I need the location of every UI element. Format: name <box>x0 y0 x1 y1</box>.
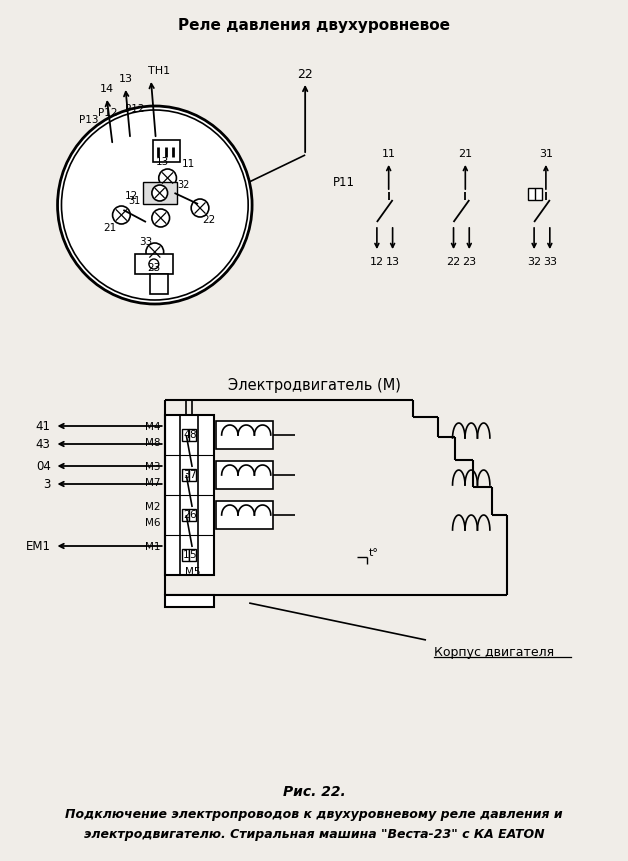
Circle shape <box>152 185 168 201</box>
Text: 32: 32 <box>177 180 190 190</box>
Bar <box>182 549 189 561</box>
Text: 22: 22 <box>447 257 461 267</box>
Text: электродвигателю. Стиральная машина "Веста-23" с КА EATON: электродвигателю. Стиральная машина "Вес… <box>84 828 544 841</box>
Text: 2: 2 <box>183 510 190 520</box>
Bar <box>143 182 178 204</box>
Text: Электродвигатель (М): Электродвигатель (М) <box>227 378 401 393</box>
Circle shape <box>149 259 159 269</box>
Circle shape <box>191 199 209 217</box>
Text: M6: M6 <box>145 518 161 528</box>
Text: 21: 21 <box>103 223 116 233</box>
Bar <box>182 509 189 521</box>
Text: 7: 7 <box>189 470 195 480</box>
Circle shape <box>58 106 252 304</box>
Text: 23: 23 <box>147 263 161 273</box>
Text: M4: M4 <box>145 422 161 432</box>
Text: 12: 12 <box>124 191 138 201</box>
Bar <box>153 140 180 162</box>
Circle shape <box>112 206 130 224</box>
Bar <box>189 509 196 521</box>
Text: 12: 12 <box>370 257 384 267</box>
Text: 31: 31 <box>128 196 140 206</box>
Text: 4: 4 <box>183 430 190 440</box>
Text: Реле давления двухуровневое: Реле давления двухуровневое <box>178 18 450 33</box>
Text: 5: 5 <box>189 550 195 560</box>
Text: M5: M5 <box>185 567 201 577</box>
Text: 23: 23 <box>462 257 476 267</box>
Text: M8: M8 <box>145 438 161 448</box>
Text: 13: 13 <box>386 257 399 267</box>
Bar <box>182 469 189 481</box>
Text: 6: 6 <box>189 510 195 520</box>
Text: P13: P13 <box>79 115 99 125</box>
Text: 21: 21 <box>458 149 472 159</box>
Text: Корпус двигателя: Корпус двигателя <box>434 646 554 659</box>
Text: 1: 1 <box>183 550 190 560</box>
Circle shape <box>146 243 164 261</box>
Text: 11: 11 <box>181 159 195 169</box>
Text: M7: M7 <box>145 478 161 488</box>
Text: 22: 22 <box>202 215 215 225</box>
Text: 04: 04 <box>36 460 51 473</box>
Text: M1: M1 <box>145 542 161 552</box>
Text: 22: 22 <box>297 67 313 80</box>
Bar <box>189 469 196 481</box>
Text: 3: 3 <box>43 478 51 491</box>
Bar <box>189 429 196 441</box>
Bar <box>150 274 168 294</box>
Text: P12: P12 <box>98 108 117 118</box>
Text: t°: t° <box>369 548 379 558</box>
Text: EM1: EM1 <box>26 540 51 553</box>
Text: P11: P11 <box>333 177 355 189</box>
Bar <box>528 188 542 200</box>
Bar <box>165 595 214 607</box>
Bar <box>189 549 196 561</box>
Text: 13: 13 <box>156 157 170 167</box>
Text: 8: 8 <box>189 430 195 440</box>
Text: M3: M3 <box>145 462 161 472</box>
Bar <box>216 421 273 449</box>
Bar <box>216 461 273 489</box>
Text: 11: 11 <box>382 149 396 159</box>
Bar <box>216 501 273 529</box>
Circle shape <box>159 169 176 187</box>
Text: 31: 31 <box>539 149 553 159</box>
Circle shape <box>152 209 170 227</box>
Text: 32: 32 <box>527 257 541 267</box>
Text: 13: 13 <box>118 74 133 84</box>
Text: 43: 43 <box>36 437 51 450</box>
Text: 33: 33 <box>543 257 557 267</box>
Text: 41: 41 <box>36 419 51 432</box>
Bar <box>135 254 173 274</box>
Bar <box>182 429 189 441</box>
Text: TH1: TH1 <box>148 66 170 76</box>
Text: Подключение электропроводов к двухуровневому реле давления и: Подключение электропроводов к двухуровне… <box>65 808 563 821</box>
Bar <box>165 415 214 575</box>
Text: 14: 14 <box>100 84 114 94</box>
Text: 33: 33 <box>139 237 153 247</box>
Text: P12: P12 <box>124 104 144 114</box>
Text: Рис. 22.: Рис. 22. <box>283 785 345 799</box>
Text: M2: M2 <box>145 502 161 512</box>
Text: 3: 3 <box>183 470 190 480</box>
